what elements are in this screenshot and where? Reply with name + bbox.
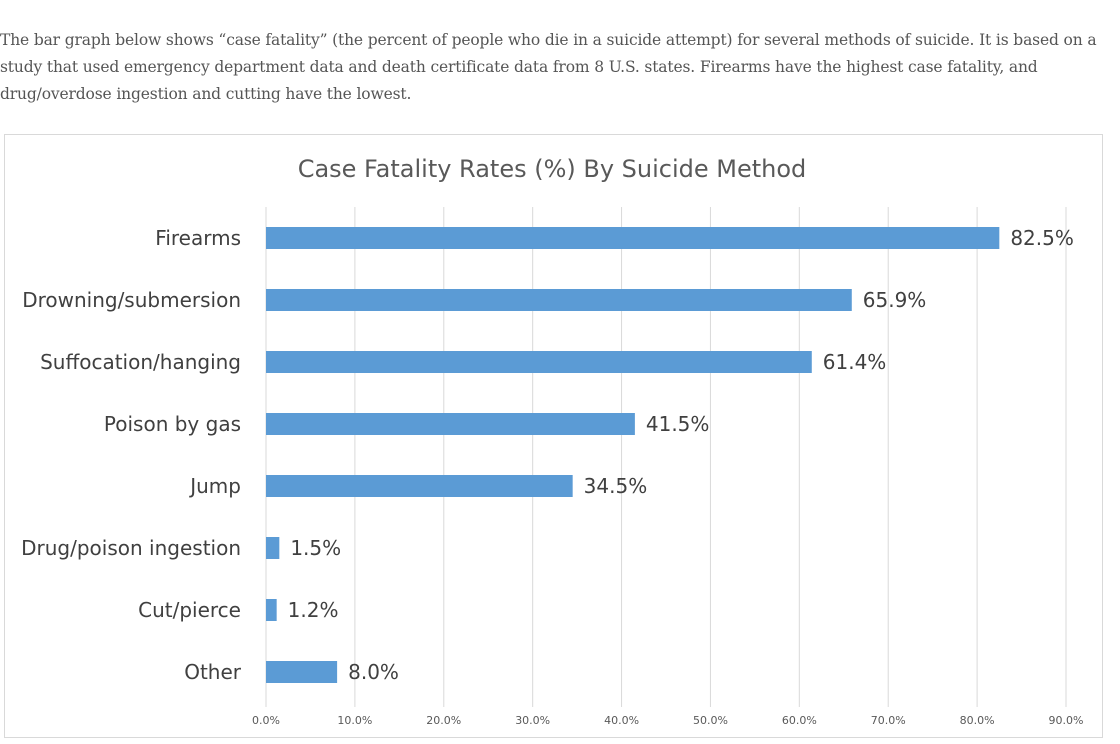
category-label: Drug/poison ingestion <box>21 536 241 560</box>
data-label: 65.9% <box>863 288 927 312</box>
value-labels: 82.5% 65.9% 61.4% 41.5% 34.5% 1.5% 1.2% 8.0% <box>288 226 1074 684</box>
category-labels: Firearms Drowning/submersion Suffocation/h… <box>21 226 242 684</box>
x-tick-label: 80.0% <box>960 714 995 727</box>
bar-drowning-submersion <box>266 289 852 311</box>
x-tick-label: 0.0% <box>252 714 280 727</box>
bar-cut-pierce <box>266 599 277 621</box>
category-label: Drowning/submersion <box>22 288 241 312</box>
chart-title: Case Fatality Rates (%) By Suicide Metho… <box>298 155 807 183</box>
gridlines <box>265 207 1067 707</box>
x-axis-ticks: 0.0% 10.0% 20.0% 30.0% 40.0% 50.0% 60.0% 70.0% 8… <box>252 714 1083 727</box>
x-tick-label: 50.0% <box>693 714 728 727</box>
bar-chart: Case Fatality Rates (%) By Suicide Metho… <box>21 155 1083 727</box>
bar-drug-poison-ingestion <box>266 537 280 559</box>
data-label: 8.0% <box>348 660 399 684</box>
x-tick-label: 40.0% <box>604 714 639 727</box>
data-label: 1.2% <box>288 598 339 622</box>
x-tick-label: 20.0% <box>426 714 461 727</box>
data-label: 61.4% <box>823 350 887 374</box>
data-label: 1.5% <box>290 536 341 560</box>
bars <box>266 227 1000 683</box>
x-tick-label: 10.0% <box>337 714 372 727</box>
x-tick-label: 90.0% <box>1049 714 1084 727</box>
category-label: Other <box>184 660 242 684</box>
category-label: Jump <box>188 474 241 498</box>
x-tick-label: 60.0% <box>782 714 817 727</box>
x-tick-label: 30.0% <box>515 714 550 727</box>
bar-suffocation-hanging <box>266 351 812 373</box>
data-label: 82.5% <box>1010 226 1074 250</box>
data-label: 41.5% <box>646 412 710 436</box>
category-label: Cut/pierce <box>138 598 241 622</box>
category-label: Suffocation/hanging <box>40 350 241 374</box>
x-tick-label: 70.0% <box>871 714 906 727</box>
bar-other <box>266 661 338 683</box>
intro-paragraph: The bar graph below shows “case fatality… <box>0 31 1097 103</box>
bar-jump <box>266 475 573 497</box>
bar-poison-by-gas <box>266 413 635 435</box>
category-label: Poison by gas <box>104 412 241 436</box>
data-label: 34.5% <box>584 474 648 498</box>
chart-container: Case Fatality Rates (%) By Suicide Metho… <box>4 134 1103 738</box>
bar-firearms <box>266 227 1000 249</box>
category-label: Firearms <box>155 226 241 250</box>
